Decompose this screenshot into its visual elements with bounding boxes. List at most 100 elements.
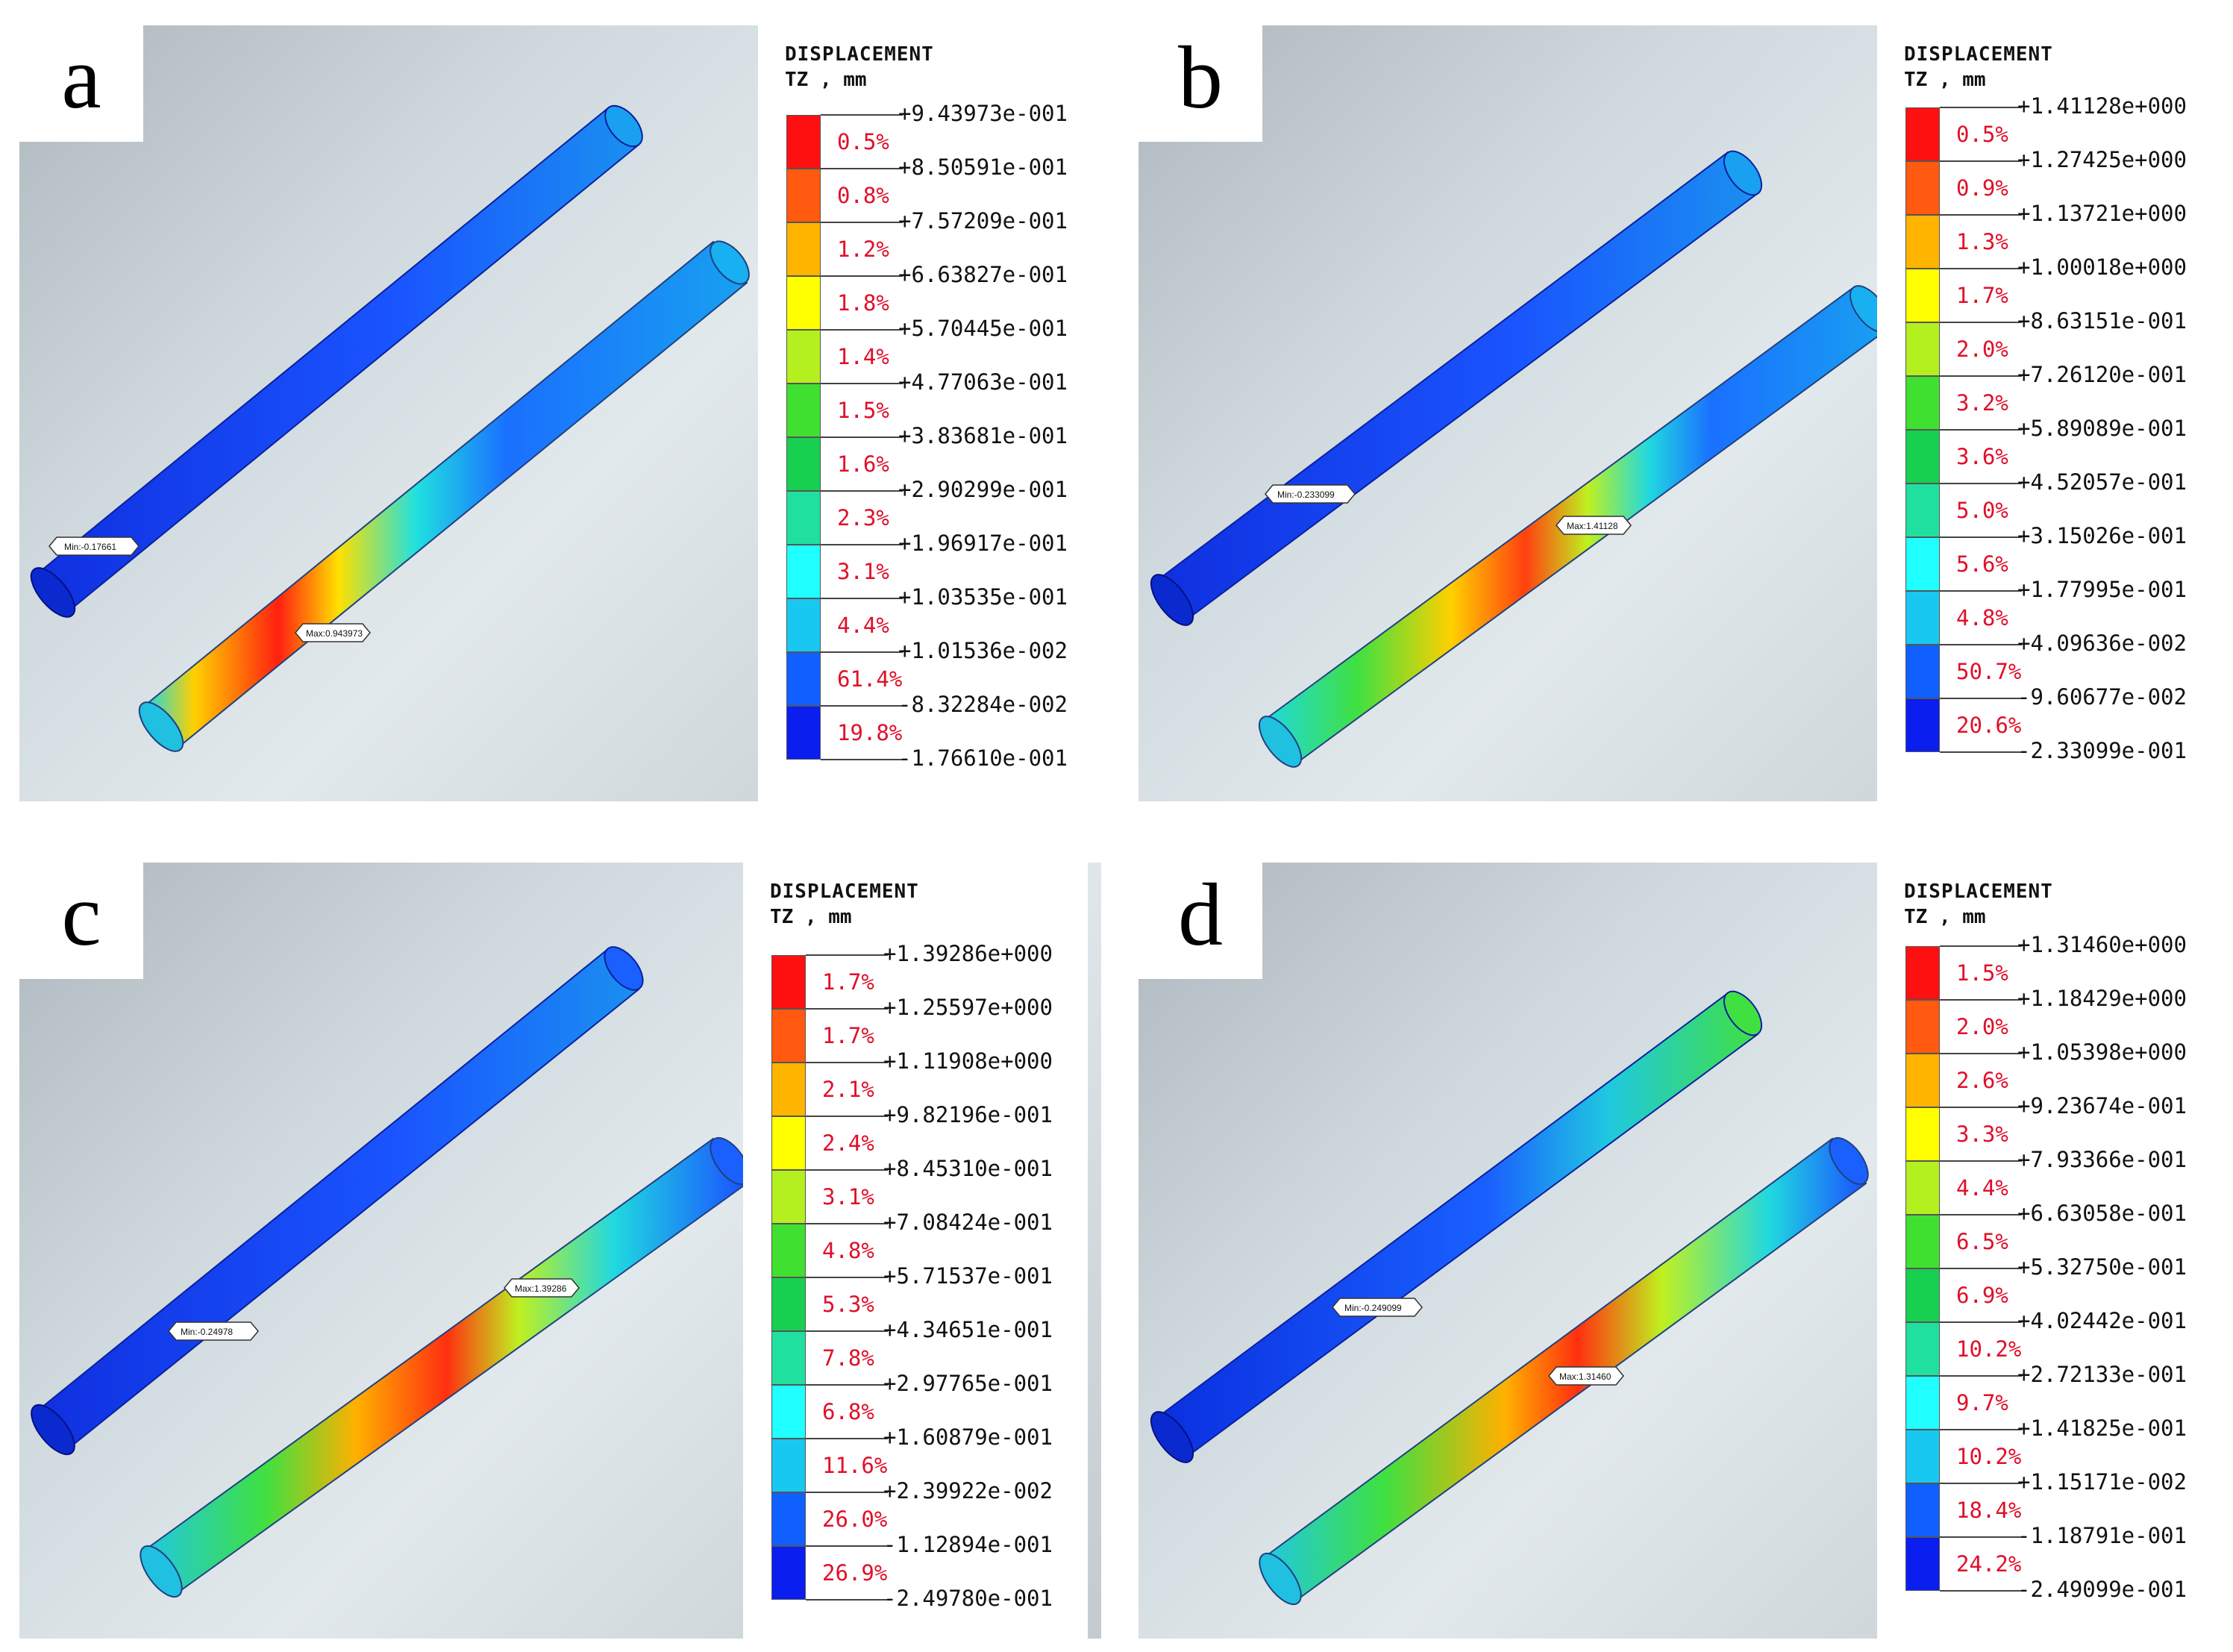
color-bar-swatch — [1905, 1054, 1940, 1107]
percent-label: 50.7% — [1956, 659, 2022, 684]
tick-line — [1940, 1536, 2022, 1538]
tick-label: +1.41825e-001 — [2017, 1415, 2187, 1441]
tick-label: -1.18791e-001 — [2017, 1523, 2187, 1548]
panel-b: Min:-0.233099 Max:1.41128 b DISPLACEMENT… — [1139, 25, 2220, 801]
upper-pipe — [1150, 990, 1763, 1463]
tick-line — [806, 1008, 888, 1010]
min-tag-text: Min:-0.233099 — [1277, 489, 1335, 500]
tick-line — [1940, 1590, 2022, 1592]
color-bar-swatch — [786, 384, 821, 437]
tick-label: +2.97765e-001 — [883, 1371, 1053, 1396]
max-tag-text: Max:0.943973 — [306, 628, 363, 639]
color-bar-swatch — [1905, 1268, 1940, 1322]
tick-line — [806, 1330, 888, 1332]
tick-label: +1.15171e-002 — [2017, 1469, 2187, 1495]
panel-letter: c — [19, 863, 143, 979]
tick-line — [1940, 1268, 2022, 1269]
percent-label: 4.8% — [1956, 605, 2008, 631]
tick-label: +7.26120e-001 — [2017, 362, 2187, 387]
tick-label: +1.41128e+000 — [2017, 93, 2187, 119]
color-bar-swatch — [786, 115, 821, 169]
tick-line — [1940, 214, 2022, 216]
percent-label: 3.1% — [837, 559, 889, 584]
lower-pipe — [138, 240, 750, 752]
tick-line — [1940, 1321, 2022, 1323]
percent-label: 2.3% — [837, 505, 889, 531]
tick-line — [1940, 1429, 2022, 1430]
tick-line — [806, 1277, 888, 1278]
tick-label: +5.32750e-001 — [2017, 1254, 2187, 1280]
color-bar-swatch — [771, 1331, 806, 1385]
percent-label: 2.0% — [1956, 1014, 2008, 1039]
legend-title: DISPLACEMENT — [1904, 880, 2053, 903]
percent-label: 10.2% — [1956, 1336, 2022, 1362]
color-bar-swatch — [1905, 1161, 1940, 1215]
color-bar-swatch — [771, 1116, 806, 1170]
legend-title: DISPLACEMENT — [785, 43, 934, 66]
panel-letter: d — [1139, 863, 1262, 979]
max-tag-text: Max:1.39286 — [515, 1283, 567, 1294]
tick-label: -2.49780e-001 — [883, 1586, 1053, 1611]
percent-label: 0.5% — [1956, 122, 2008, 147]
percent-label: 1.2% — [837, 237, 889, 262]
tick-line — [1940, 751, 2022, 753]
tick-line — [821, 114, 903, 116]
percent-label: 2.0% — [1956, 337, 2008, 362]
tick-line — [1940, 375, 2022, 377]
percent-label: 6.9% — [1956, 1283, 2008, 1308]
tick-line — [821, 222, 903, 223]
percent-label: 10.2% — [1956, 1444, 2022, 1469]
percent-label: 3.6% — [1956, 444, 2008, 469]
color-bar-swatch — [771, 1492, 806, 1546]
tick-line — [821, 759, 903, 760]
tick-line — [1940, 1483, 2022, 1484]
color-bar-swatch — [1905, 645, 1940, 698]
percent-label: 5.3% — [822, 1292, 874, 1317]
min-tag-text: Min:-0.249099 — [1344, 1303, 1402, 1313]
percent-label: 3.2% — [1956, 390, 2008, 416]
color-bar-swatch — [1905, 322, 1940, 376]
tick-line — [806, 1169, 888, 1171]
percent-label: 6.8% — [822, 1399, 874, 1424]
tick-line — [821, 598, 903, 599]
percent-label: 24.2% — [1956, 1551, 2022, 1577]
color-bar-swatch — [771, 1277, 806, 1331]
tick-label: +3.83681e-001 — [898, 423, 1068, 448]
color-bar-swatch — [1905, 484, 1940, 537]
tick-label: +4.02442e-001 — [2017, 1308, 2187, 1333]
percent-label: 7.8% — [822, 1345, 874, 1371]
tick-line — [1940, 945, 2022, 947]
min-tag: Min:-0.233099 — [1265, 484, 1356, 504]
panel-d: Min:-0.249099 Max:1.31460 d DISPLACEMENT… — [1139, 863, 2220, 1639]
tick-label: +7.08424e-001 — [883, 1210, 1053, 1235]
tick-line — [806, 1599, 888, 1601]
tick-label: +5.89089e-001 — [2017, 416, 2187, 441]
tick-label: +7.93366e-001 — [2017, 1147, 2187, 1172]
tick-label: +1.00018e+000 — [2017, 254, 2187, 280]
percent-label: 4.4% — [1956, 1175, 2008, 1201]
tick-line — [806, 954, 888, 956]
tick-label: +1.77995e-001 — [2017, 577, 2187, 602]
tick-line — [806, 1223, 888, 1224]
color-bar-swatch — [786, 169, 821, 222]
tick-line — [821, 329, 903, 331]
tick-label: +5.70445e-001 — [898, 316, 1068, 341]
percent-label: 1.5% — [1956, 960, 2008, 986]
percent-label: 1.3% — [1956, 229, 2008, 254]
tick-line — [1940, 429, 2022, 431]
tick-line — [1940, 1107, 2022, 1108]
tick-label: +4.52057e-001 — [2017, 469, 2187, 495]
tick-line — [1940, 1053, 2022, 1054]
tick-line — [1940, 483, 2022, 484]
panel-c: Min:-0.24978 Max:1.39286 c DISPLACEMENT … — [19, 863, 1101, 1639]
percent-label: 5.6% — [1956, 551, 2008, 577]
tick-label: +1.05398e+000 — [2017, 1039, 2187, 1065]
percent-label: 3.1% — [822, 1184, 874, 1210]
tick-label: +3.15026e-001 — [2017, 523, 2187, 548]
tick-line — [821, 168, 903, 169]
tick-label: -9.60677e-002 — [2017, 684, 2187, 710]
tick-label: +1.96917e-001 — [898, 531, 1068, 556]
upper-pipe — [31, 946, 644, 1456]
tick-label: +2.39922e-002 — [883, 1478, 1053, 1504]
max-tag-text: Max:1.31460 — [1559, 1371, 1612, 1382]
